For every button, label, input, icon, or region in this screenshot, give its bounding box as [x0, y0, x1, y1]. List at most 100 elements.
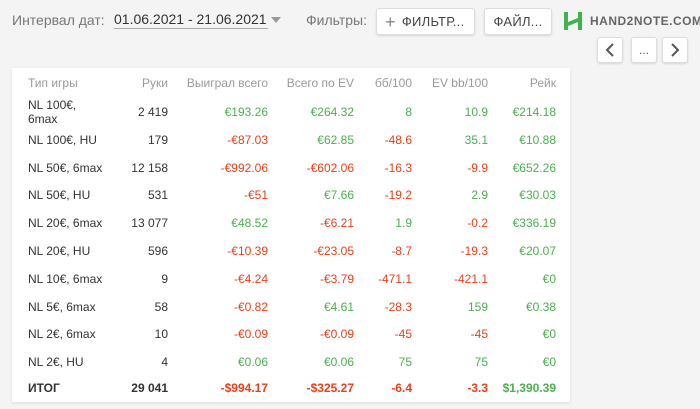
- table-cell: -€23.05: [313, 244, 354, 259]
- hand2note-logo-icon: [564, 12, 582, 30]
- table-cell: 159: [467, 299, 488, 314]
- table-cell: NL 2€, HU: [28, 355, 84, 370]
- file-button-label: ФАЙЛ...: [493, 14, 543, 29]
- logo-text: HAND2NOTE.COM: [590, 14, 700, 28]
- column-header[interactable]: Выиграл всего: [186, 76, 268, 90]
- table-cell: €4.61: [323, 299, 354, 314]
- table-row[interactable]: NL 20€, 6max 13 077 €48.52 -€6.21 1.9 -0.2 €33…: [12, 209, 570, 237]
- table-cell: -45: [470, 327, 488, 342]
- chevron-down-icon[interactable]: [271, 17, 281, 23]
- filters-button-label: ФИЛЬТР...: [401, 14, 465, 29]
- table-row[interactable]: NL 10€, 6max 9 -€4.24 -€3.79 -471.1 -421.1 €0: [12, 265, 570, 293]
- table-cell: 2.9: [471, 188, 488, 203]
- table-row[interactable]: NL 2€, HU 4 €0.06 €0.06 75 75 €0: [12, 348, 570, 376]
- column-header[interactable]: EV bb/100: [431, 76, 488, 90]
- table-cell: NL 50€, 6max: [28, 160, 103, 175]
- plus-icon: +: [385, 11, 396, 32]
- table-cell: -€6.21: [319, 216, 354, 231]
- filters-button[interactable]: + ФИЛЬТР...: [376, 8, 475, 35]
- table-cell: €0.38: [525, 299, 556, 314]
- table-cell: 9: [161, 271, 168, 286]
- column-header[interactable]: Тип игры: [28, 76, 78, 90]
- table-cell: €10.88: [519, 132, 556, 147]
- table-cell: €193.26: [224, 105, 268, 119]
- table-cell: $1,390.39: [502, 381, 556, 396]
- table-cell: -19.3: [460, 244, 488, 259]
- table-cell: -$325.27: [306, 381, 354, 396]
- chevron-left-icon: [605, 43, 614, 57]
- column-header[interactable]: Рейк: [529, 76, 556, 90]
- table-cell: NL 50€, HU: [28, 188, 91, 203]
- table-cell: €7.66: [323, 188, 354, 203]
- table-cell: NL 100€, 6max: [28, 98, 77, 126]
- table-cell: -16.3: [384, 160, 412, 175]
- table-row[interactable]: NL 100€, 6max 2 419 €193.26 €264.32 8 10.9 €21…: [12, 98, 570, 126]
- table-cell: -€10.39: [227, 244, 268, 259]
- table-cell: 58: [154, 299, 168, 314]
- table-cell: -28.3: [384, 299, 412, 314]
- table-cell: -€0.82: [233, 299, 268, 314]
- table-cell: -€3.79: [319, 271, 354, 286]
- table-cell: 12 158: [131, 160, 168, 175]
- table-header-row: Тип игры Руки Выиграл всего Всего по EV бб/1…: [12, 68, 570, 98]
- column-header[interactable]: бб/100: [374, 76, 412, 90]
- table-cell: 2 419: [137, 105, 168, 119]
- table-cell: €652.26: [512, 160, 556, 175]
- table-cell: 531: [147, 188, 168, 203]
- table-cell: -471.1: [377, 271, 412, 286]
- more-button[interactable]: ...: [631, 37, 657, 63]
- table-row[interactable]: NL 50€, HU 531 -€51 €7.66 -19.2 2.9 €30.03: [12, 182, 570, 210]
- table-cell: €0: [542, 327, 556, 342]
- table-cell: -€992.06: [220, 160, 268, 175]
- table-cell: 179: [147, 132, 168, 147]
- table-cell: €0: [542, 355, 556, 370]
- table-cell: -9.9: [467, 160, 488, 175]
- table-cell: 8: [405, 105, 412, 119]
- table-cell: -0.2: [467, 216, 488, 231]
- table-row[interactable]: NL 5€, 6max 58 -€0.82 €4.61 -28.3 159 €0.38: [12, 293, 570, 321]
- next-button[interactable]: [662, 37, 688, 63]
- table-cell: -6.4: [391, 381, 412, 396]
- column-header[interactable]: Всего по EV: [286, 76, 354, 90]
- date-range-select[interactable]: 01.06.2021 - 21.06.2021: [114, 11, 268, 29]
- table-row[interactable]: NL 20€, HU 596 -€10.39 -€23.05 -8.7 -19.3 €20.…: [12, 237, 570, 265]
- table-cell: -€4.24: [233, 271, 268, 286]
- table-cell: NL 20€, HU: [28, 244, 91, 259]
- previous-button[interactable]: [597, 37, 623, 63]
- table-cell: -421.1: [453, 271, 488, 286]
- table-cell: ИТОГ: [28, 381, 60, 396]
- stats-panel: Тип игры Руки Выиграл всего Всего по EV бб/1…: [12, 68, 570, 402]
- table-row[interactable]: NL 2€, 6max 10 -€0.09 -€0.09 -45 -45 €0: [12, 321, 570, 349]
- table-cell: 75: [474, 355, 488, 370]
- table-cell: -3.3: [467, 381, 488, 396]
- table-total-row[interactable]: ИТОГ 29 041 -$994.17 -$325.27 -6.4 -3.3 $1,390…: [12, 376, 570, 400]
- table-cell: NL 2€, 6max: [28, 327, 96, 342]
- table-cell: 4: [161, 355, 168, 370]
- table-cell: €336.19: [512, 216, 556, 231]
- table-cell: €214.18: [512, 105, 556, 119]
- table-cell: €0.06: [237, 355, 268, 370]
- table-cell: -45: [394, 327, 412, 342]
- table-cell: 10.9: [464, 105, 488, 119]
- table-row[interactable]: NL 100€, HU 179 -€87.03 €62.85 -48.6 35.1 €10.…: [12, 126, 570, 154]
- table-cell: 13 077: [131, 216, 168, 231]
- chevron-right-icon: [671, 43, 680, 57]
- table-cell: -19.2: [384, 188, 412, 203]
- logo[interactable]: HAND2NOTE.COM: [562, 10, 700, 32]
- table-cell: €264.32: [310, 105, 354, 119]
- table-cell: -€87.03: [227, 132, 268, 147]
- table-cell: 10: [154, 327, 168, 342]
- table-row[interactable]: NL 50€, 6max 12 158 -€992.06 -€602.06 -16.3 -…: [12, 154, 570, 182]
- column-header[interactable]: Руки: [142, 76, 168, 90]
- table-cell: -$994.17: [220, 381, 268, 396]
- table-cell: €48.52: [231, 216, 268, 231]
- table-cell: 29 041: [131, 381, 168, 396]
- table-body: NL 100€, 6max 2 419 €193.26 €264.32 8 10.9 €21…: [12, 98, 570, 400]
- table-cell: 596: [147, 244, 168, 259]
- table-cell: €20.07: [519, 244, 556, 259]
- file-button[interactable]: ФАЙЛ...: [484, 8, 552, 35]
- filters-label: Фильтры:: [306, 12, 367, 28]
- table-cell: NL 5€, 6max: [28, 299, 96, 314]
- table-cell: -8.7: [391, 244, 412, 259]
- toolbar: Интервал дат: 01.06.2021 - 21.06.2021 Фи…: [0, 0, 700, 63]
